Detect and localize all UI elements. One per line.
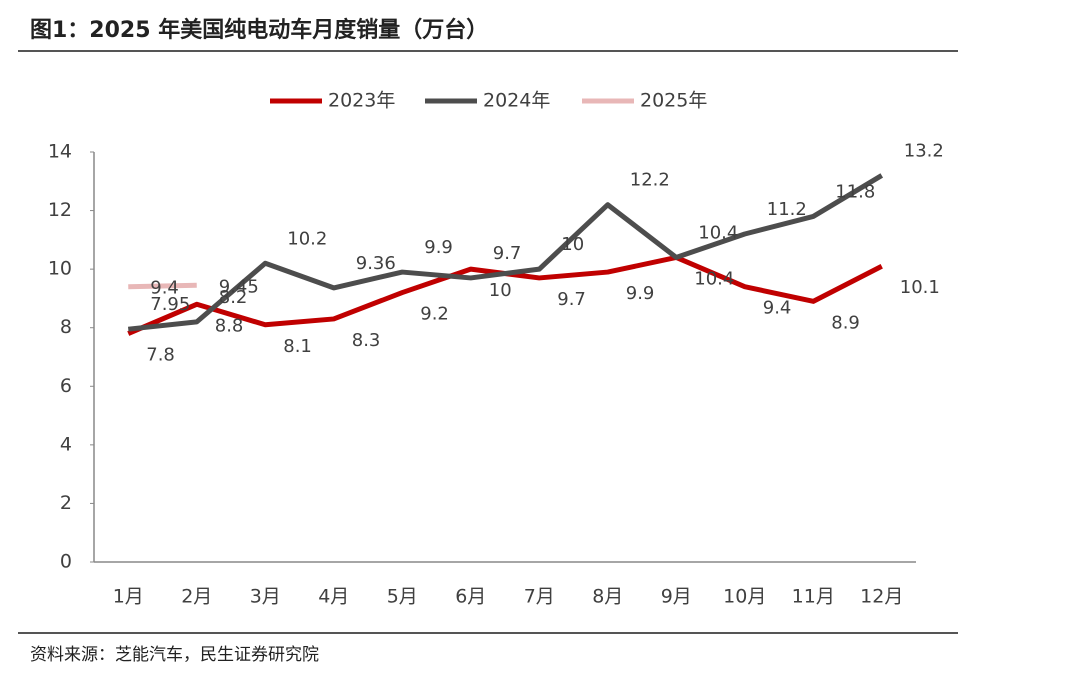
y-tick-label: 14	[48, 141, 72, 163]
data-label: 7.95	[150, 294, 190, 315]
series-line	[128, 282, 197, 290]
x-tick-label: 7月	[524, 586, 555, 608]
data-label: 13.2	[904, 140, 944, 161]
legend-label: 2025年	[640, 90, 707, 112]
data-label: 10	[561, 234, 584, 255]
y-tick-label: 10	[48, 258, 72, 280]
data-label: 8.9	[831, 312, 860, 333]
x-tick-label: 9月	[661, 586, 692, 608]
data-label: 9.36	[356, 253, 396, 274]
data-label: 9.4	[150, 278, 179, 299]
x-tick-label: 2月	[181, 586, 212, 608]
y-tick-label: 12	[48, 199, 72, 221]
y-tick-label: 2	[60, 492, 72, 514]
data-label: 11.2	[767, 199, 807, 220]
y-tick-label: 4	[60, 433, 72, 455]
data-label: 8.8	[215, 315, 244, 336]
x-tick-label: 6月	[455, 586, 486, 608]
data-label: 10.1	[900, 277, 940, 298]
x-tick-label: 5月	[387, 586, 418, 608]
data-label: 9.9	[626, 283, 655, 304]
x-tick-label: 11月	[792, 586, 835, 608]
data-label: 9.9	[424, 237, 453, 258]
source: 资料来源：芝能汽车，民生证券研究院	[30, 645, 319, 665]
x-tick-label: 1月	[113, 586, 144, 608]
x-tick-label: 10月	[723, 586, 766, 608]
y-tick-label: 0	[60, 551, 72, 573]
data-label: 12.2	[630, 170, 670, 191]
data-label: 10.2	[287, 228, 327, 249]
data-label: 8.2	[219, 287, 248, 308]
data-label: 10.4	[698, 222, 738, 243]
legend-label: 2023年	[328, 90, 395, 112]
data-label: 9.4	[763, 298, 792, 319]
x-tick-label: 3月	[250, 586, 281, 608]
data-label: 9.2	[420, 304, 449, 325]
data-label: 9.7	[493, 243, 522, 264]
data-label: 9.45	[219, 276, 259, 297]
data-label: 8.1	[283, 336, 312, 357]
data-label: 9.7	[557, 289, 586, 310]
chart-title: 图1：2025 年美国纯电动车月度销量（万台）	[30, 17, 488, 43]
data-label: 7.8	[146, 345, 175, 366]
legend-label: 2024年	[483, 90, 550, 112]
data-label: 11.8	[835, 181, 875, 202]
data-label: 10	[489, 280, 512, 301]
x-tick-label: 12月	[860, 586, 903, 608]
y-tick-label: 8	[60, 316, 72, 338]
y-tick-label: 6	[60, 375, 72, 397]
data-label: 10.4	[694, 268, 734, 289]
series-line	[127, 173, 884, 332]
data-label: 8.3	[352, 330, 381, 351]
x-tick-label: 4月	[318, 586, 349, 608]
x-tick-label: 8月	[592, 586, 623, 608]
